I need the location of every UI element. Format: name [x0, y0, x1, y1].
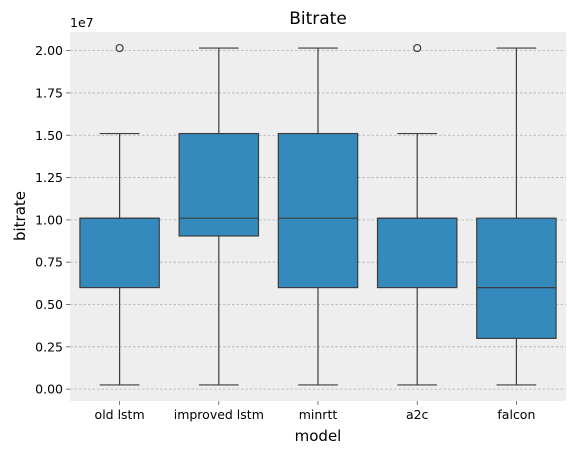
box-falcon — [476, 47, 557, 386]
y-tick-label: 2.00 — [35, 43, 63, 58]
x-axis-ticks: old lstm improved lstm minrtt a2c falcon — [95, 401, 535, 422]
box-series — [79, 43, 557, 386]
box-body — [178, 132, 260, 237]
x-axis-label: model — [295, 427, 342, 445]
outlier-point — [413, 43, 422, 53]
y-tick-label: 0.75 — [35, 255, 63, 270]
box-body — [476, 217, 557, 339]
box-old-lstm — [79, 43, 160, 386]
y-tick-label: 1.25 — [35, 170, 63, 185]
y-tick-label: 0.50 — [35, 297, 63, 312]
y-axis-offset-label: 1e7 — [70, 15, 94, 30]
box-minrtt — [277, 47, 359, 386]
box-body — [376, 217, 458, 289]
x-tick-label: minrtt — [299, 407, 338, 422]
x-tick-label: old lstm — [95, 407, 145, 422]
box-improved-lstm — [178, 47, 260, 386]
y-tick-label: 0.00 — [35, 382, 63, 397]
x-tick-label: a2c — [406, 407, 429, 422]
y-axis-label: bitrate — [11, 191, 29, 241]
outlier-point — [115, 43, 124, 53]
box-a2c — [376, 43, 458, 386]
box-body — [277, 132, 359, 289]
y-tick-label: 1.00 — [35, 212, 63, 227]
y-tick-label: 0.25 — [35, 339, 63, 354]
x-tick-label: improved lstm — [174, 407, 264, 422]
box-body — [79, 217, 160, 289]
y-tick-label: 1.50 — [35, 128, 63, 143]
y-axis-ticks: 0.00 0.25 0.50 0.75 1.00 1.25 1.50 1.75 2.00 — [35, 43, 70, 397]
x-tick-label: falcon — [497, 407, 535, 422]
chart-title: Bitrate — [289, 9, 347, 29]
y-tick-label: 1.75 — [35, 85, 63, 100]
